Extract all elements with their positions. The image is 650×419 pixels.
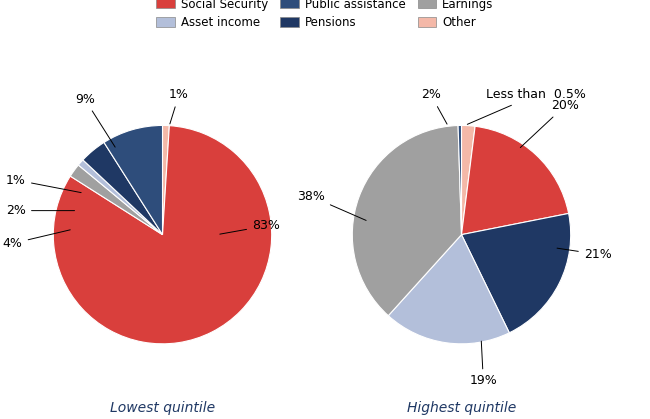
Wedge shape [352, 126, 461, 316]
Text: 20%: 20% [520, 99, 579, 147]
Text: 83%: 83% [220, 220, 280, 234]
Wedge shape [104, 125, 162, 235]
Wedge shape [70, 165, 162, 235]
Wedge shape [162, 125, 170, 235]
Text: 1%: 1% [6, 173, 81, 193]
Wedge shape [83, 142, 162, 235]
Wedge shape [53, 126, 272, 344]
Text: 19%: 19% [469, 341, 497, 388]
Text: 1%: 1% [169, 88, 188, 124]
Text: 38%: 38% [297, 190, 366, 220]
Text: 2%: 2% [421, 88, 447, 124]
Wedge shape [462, 213, 571, 333]
Text: Lowest quintile: Lowest quintile [110, 401, 215, 415]
Wedge shape [388, 235, 510, 344]
Text: Highest quintile: Highest quintile [407, 401, 516, 415]
Wedge shape [458, 125, 462, 235]
Text: 9%: 9% [75, 93, 115, 147]
Text: Less than  0.5%: Less than 0.5% [467, 88, 586, 124]
Text: 21%: 21% [557, 248, 612, 261]
Wedge shape [79, 160, 162, 235]
Wedge shape [462, 126, 569, 235]
Text: 2%: 2% [6, 204, 75, 217]
Wedge shape [462, 125, 475, 235]
Text: 4%: 4% [3, 230, 70, 250]
Legend: Social Security, Asset income, Public assistance, Pensions, Earnings, Other: Social Security, Asset income, Public as… [156, 0, 494, 29]
